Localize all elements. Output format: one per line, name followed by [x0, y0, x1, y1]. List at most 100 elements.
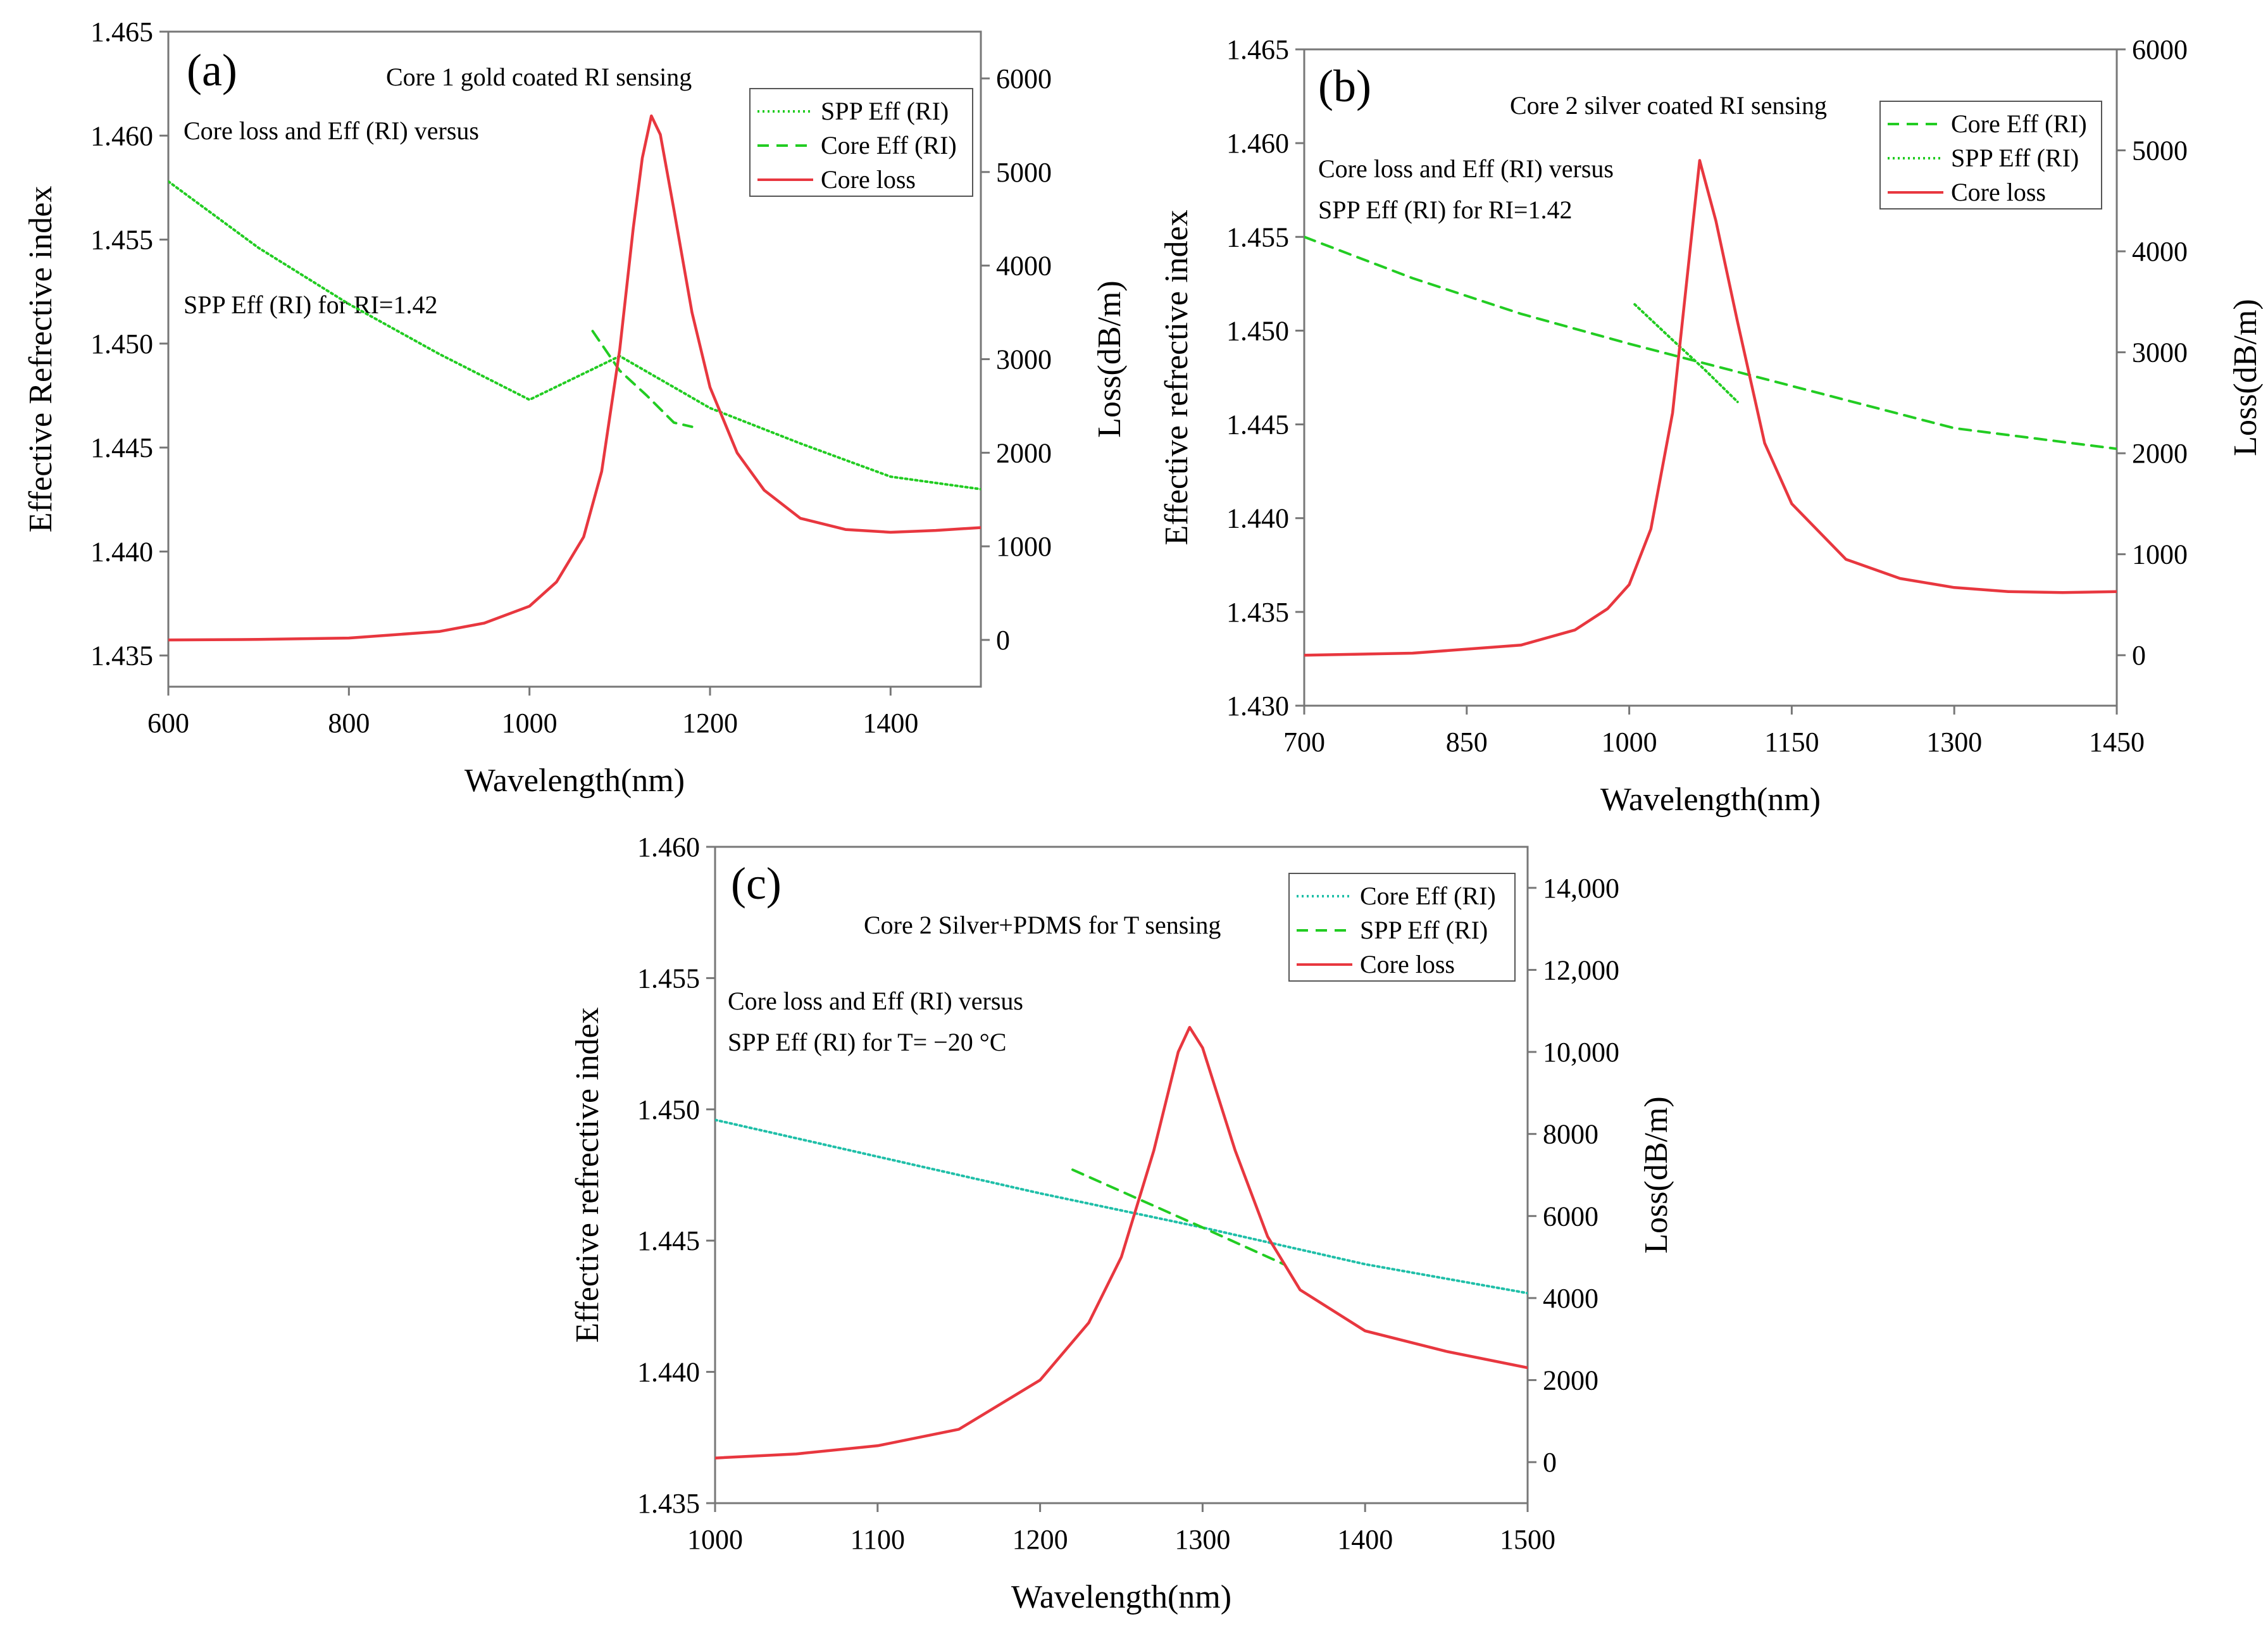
x-tick-label: 700 [1283, 727, 1325, 758]
x-tick-label: 1000 [502, 708, 558, 739]
x-tick-label: 1300 [1926, 727, 1982, 758]
y-tick-label: 1.445 [90, 432, 153, 463]
legend-label: SPP Eff (RI) [821, 97, 949, 125]
y2-tick-label: 3000 [2132, 337, 2188, 368]
y2-tick-label: 0 [2132, 640, 2146, 671]
y2-tick-label: 0 [1543, 1447, 1557, 1478]
y2-tick-label: 10,000 [1543, 1037, 1619, 1068]
y2-tick-label: 4000 [1543, 1283, 1598, 1314]
y-tick-label: 1.460 [90, 120, 153, 151]
y-tick-label: 1.435 [90, 641, 153, 672]
legend-box [749, 88, 973, 197]
y2-axis-label: Loss(dB/m) [1638, 1096, 1674, 1253]
legend-label: Core Eff (RI) [821, 131, 957, 159]
legend-box [1288, 873, 1516, 982]
x-tick-label: 850 [1446, 727, 1488, 758]
y-axis-label: Effective refrective index [1159, 209, 1195, 545]
y2-tick-label: 14,000 [1543, 873, 1619, 904]
y2-tick-label: 6000 [2132, 34, 2188, 65]
x-tick-label: 1100 [850, 1524, 905, 1555]
y-tick-label: 1.455 [637, 963, 700, 994]
legend-label: Core loss [1951, 178, 2046, 206]
y-tick-label: 1.440 [90, 536, 153, 567]
y2-tick-label: 12,000 [1543, 954, 1619, 985]
series-line-core-loss [1304, 159, 2117, 657]
y-axis-label: Effective Refrective index [23, 186, 59, 533]
y2-tick-label: 0 [996, 625, 1010, 656]
y-tick-label: 1.450 [1226, 315, 1289, 346]
x-tick-label: 1300 [1174, 1524, 1230, 1555]
y-tick-label: 1.435 [637, 1488, 700, 1519]
y2-tick-label: 4000 [996, 251, 1052, 282]
x-tick-label: 1400 [1337, 1524, 1393, 1555]
legend-box [1879, 101, 2102, 209]
y-tick-label: 1.445 [637, 1225, 700, 1256]
y-tick-label: 1.465 [90, 16, 153, 47]
legend-label: Core Eff (RI) [1360, 882, 1496, 910]
y2-tick-label: 2000 [2132, 438, 2188, 469]
chart-panel-b: 700 850 1000 1150 1300 1450 1.430 1.435 1.440 1.4… [1159, 34, 2264, 818]
y2-tick-label: 1000 [2132, 539, 2188, 570]
y2-tick-label: 8000 [1543, 1119, 1598, 1150]
annotation-text: SPP Eff (RI) for RI=1.42 [1318, 196, 1572, 224]
panel-label: (a) [187, 45, 237, 96]
series-line-core-loss [715, 1025, 1528, 1459]
series-line-spp-eff-ri [1633, 303, 1739, 403]
legend-label: Core loss [821, 165, 916, 194]
x-tick-label: 1150 [1764, 727, 1819, 758]
x-tick-label: 1450 [2089, 727, 2145, 758]
chart-title: Core 2 Silver+PDMS for T sensing [864, 911, 1221, 939]
chart-panel-c: 1000 1100 1200 1300 1400 1500 1.435 1.440 1.445 1… [570, 832, 1674, 1615]
series-line-core-eff-ri [715, 1118, 1528, 1295]
x-tick-label: 600 [147, 708, 189, 739]
chart-title: Core 2 silver coated RI sensing [1510, 91, 1827, 120]
y-tick-label: 1.450 [637, 1094, 700, 1125]
legend-label: Core loss [1360, 950, 1455, 978]
x-tick-label: 1200 [682, 708, 738, 739]
y2-tick-label: 6000 [996, 63, 1052, 94]
panel-label: (b) [1318, 61, 1371, 111]
series-line-spp-eff-ri [168, 180, 981, 491]
chart-title: Core 1 gold coated RI sensing [386, 63, 692, 91]
legend-label: SPP Eff (RI) [1951, 144, 2079, 172]
annotation-text: Core loss and Eff (RI) versus [1318, 154, 1614, 183]
y-tick-label: 1.455 [90, 225, 153, 256]
y-tick-label: 1.440 [637, 1357, 700, 1388]
x-tick-label: 1000 [1602, 727, 1657, 758]
legend-label: Core Eff (RI) [1951, 109, 2087, 138]
series-line-spp-eff-ri [1071, 1168, 1285, 1266]
y2-tick-label: 4000 [2132, 236, 2188, 267]
y-tick-label: 1.465 [1226, 34, 1289, 65]
y-tick-label: 1.455 [1226, 222, 1289, 253]
chart-panel-a: 600 800 1000 1200 1400 1.435 1.440 1.445 1.450 1.… [23, 16, 1128, 799]
y-tick-label: 1.440 [1226, 503, 1289, 534]
legend: Core Eff (RI) SPP Eff (RI) Core loss [1288, 873, 1516, 982]
legend-label: SPP Eff (RI) [1360, 916, 1488, 944]
legend: Core Eff (RI) SPP Eff (RI) Core loss [1879, 101, 2102, 209]
y2-tick-label: 2000 [996, 437, 1052, 468]
y2-axis-label: Loss(dB/m) [2228, 299, 2264, 456]
x-axis-label: Wavelength(nm) [1600, 782, 1821, 818]
y2-axis-label: Loss(dB/m) [1092, 280, 1128, 437]
annotation-text: Core loss and Eff (RI) versus [728, 987, 1023, 1015]
annotation-text: Core loss and Eff (RI) versus [184, 116, 479, 145]
y-tick-label: 1.450 [90, 328, 153, 359]
annotation-text: SPP Eff (RI) for T= −20 °C [728, 1028, 1006, 1056]
y-tick-label: 1.460 [637, 832, 700, 863]
y2-tick-label: 5000 [2132, 135, 2188, 166]
x-tick-label: 1000 [687, 1524, 743, 1555]
x-axis-label: Wavelength(nm) [1011, 1579, 1231, 1615]
x-tick-label: 800 [328, 708, 370, 739]
y2-tick-label: 5000 [996, 157, 1052, 188]
y-tick-label: 1.460 [1226, 128, 1289, 159]
series-line-core-eff-ri [591, 330, 694, 428]
y-tick-label: 1.430 [1226, 691, 1289, 722]
y2-tick-label: 2000 [1543, 1365, 1598, 1396]
panel-label: (c) [731, 858, 782, 909]
x-tick-label: 1200 [1012, 1524, 1068, 1555]
y2-tick-label: 3000 [996, 344, 1052, 375]
x-tick-label: 1400 [863, 708, 918, 739]
y2-tick-label: 1000 [996, 531, 1052, 562]
y-axis-label: Effective refrective index [570, 1007, 606, 1342]
